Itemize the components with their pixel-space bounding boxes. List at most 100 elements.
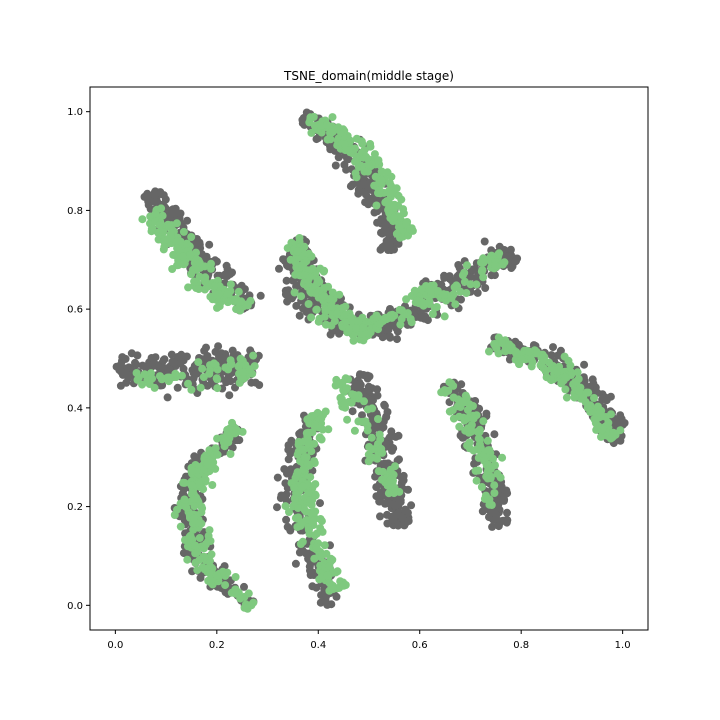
scatter-point (290, 483, 299, 492)
scatter-point (236, 297, 245, 306)
y-tick-label: 0.8 (67, 206, 83, 217)
scatter-point (593, 422, 602, 431)
scatter-point (180, 495, 189, 504)
scatter-point (189, 525, 198, 534)
scatter-point (588, 375, 597, 384)
scatter-point (224, 373, 233, 382)
scatter-point (171, 369, 180, 378)
scatter-point (275, 264, 283, 273)
scatter-point (447, 294, 456, 302)
scatter-point (344, 155, 353, 164)
scatter-point (190, 277, 199, 286)
scatter-point (527, 362, 536, 371)
scatter-point (437, 388, 446, 397)
scatter-point (190, 452, 199, 461)
scatter-point (307, 501, 316, 509)
scatter-point (284, 441, 293, 450)
scatter-point (256, 291, 265, 300)
scatter-point (213, 384, 222, 393)
scatter-point (539, 356, 548, 365)
scatter-point (187, 233, 196, 241)
scatter-point (517, 355, 526, 364)
scatter-point (561, 372, 570, 381)
scatter-point (231, 573, 240, 581)
scatter-point (486, 474, 495, 483)
scatter-point (307, 412, 316, 421)
scatter-point (347, 398, 356, 407)
scatter-point (455, 422, 464, 431)
scatter-point (298, 262, 307, 271)
scatter-point (297, 518, 306, 527)
scatter-point (490, 481, 499, 490)
scatter-point (224, 298, 233, 306)
scatter-point (194, 358, 203, 367)
scatter-point (602, 396, 611, 405)
scatter-point (342, 165, 351, 174)
scatter-point (387, 427, 396, 436)
scatter-point (485, 347, 493, 356)
scatter-point (342, 385, 350, 394)
scatter-point (463, 261, 471, 270)
series-1 (132, 112, 625, 613)
scatter-point (498, 339, 506, 347)
scatter-point (201, 540, 210, 549)
scatter-point (351, 169, 360, 178)
scatter-point (498, 260, 507, 269)
scatter-point (451, 300, 460, 309)
scatter-point (312, 543, 321, 552)
scatter-point (273, 503, 281, 512)
scatter-point (228, 418, 236, 427)
scatter-point (363, 426, 372, 435)
scatter-point (382, 236, 391, 245)
scatter-point (305, 525, 313, 534)
scatter-point (290, 494, 299, 503)
scatter-point (305, 562, 314, 571)
scatter-point (207, 563, 216, 572)
scatter-point (213, 450, 222, 459)
scatter-point (502, 486, 511, 495)
scatter-point (273, 473, 282, 482)
scatter-point (178, 252, 187, 261)
scatter-point (163, 393, 172, 402)
scatter-point (159, 228, 167, 236)
scatter-point (295, 311, 304, 320)
scatter-point (210, 359, 218, 368)
scatter-point (372, 311, 381, 320)
scatter-point (402, 219, 410, 228)
scatter-point (344, 375, 353, 384)
scatter-point (532, 348, 541, 357)
scatter-point (176, 359, 185, 368)
scatter-point (485, 500, 494, 509)
scatter-point (222, 437, 231, 446)
scatter-point (350, 426, 359, 435)
scatter-point (323, 135, 332, 144)
scatter-point (375, 430, 384, 439)
scatter-point (417, 285, 426, 294)
scatter-point (393, 510, 402, 519)
scatter-point (607, 433, 616, 442)
scatter-point (376, 512, 384, 521)
scatter-point (471, 466, 480, 475)
scatter-point (380, 459, 389, 468)
scatter-point (186, 250, 195, 259)
scatter-point (223, 289, 232, 298)
scatter-point (372, 492, 381, 501)
scatter-point (163, 364, 172, 373)
scatter-point (403, 508, 412, 517)
scatter-point (213, 375, 222, 384)
scatter-point (469, 413, 478, 422)
scatter-point (249, 598, 258, 607)
scatter-point (176, 522, 185, 531)
scatter-point (236, 306, 245, 315)
scatter-point (410, 286, 419, 295)
scatter-point (377, 228, 385, 237)
scatter-point (304, 488, 313, 497)
scatter-point (397, 306, 406, 315)
scatter-point (468, 265, 477, 274)
scatter-point (207, 550, 216, 559)
scatter-point (121, 354, 130, 363)
scatter-point (364, 161, 373, 169)
scatter-point (503, 508, 511, 517)
scatter-point (310, 121, 319, 130)
scatter-point (294, 437, 303, 446)
